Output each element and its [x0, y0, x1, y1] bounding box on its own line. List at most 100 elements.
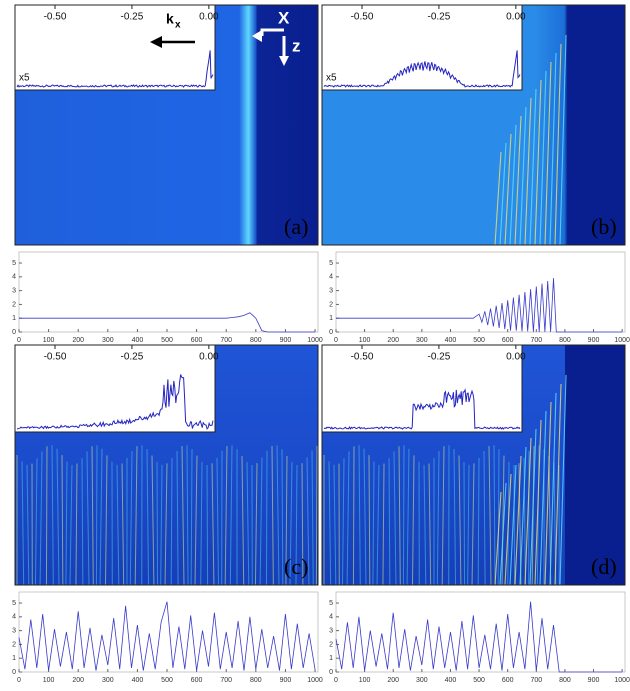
y-tick-label: 5 — [329, 260, 333, 267]
inset-tick-label: 0.00 — [199, 12, 219, 23]
panel-label: (d) — [591, 554, 617, 579]
inset-scale: x5 — [19, 73, 30, 84]
fringe — [403, 445, 404, 585]
inset-tick-label: -0.50 — [44, 352, 67, 363]
y-tick-label: 4 — [329, 614, 333, 621]
x-tick-label: 500 — [473, 677, 485, 684]
x-tick-label: 700 — [530, 337, 542, 344]
x-tick-label: 500 — [161, 337, 173, 344]
fringe — [353, 446, 354, 585]
panel-label: (b) — [591, 214, 617, 239]
plot-frame — [336, 252, 625, 332]
x-tick-label: 700 — [220, 677, 232, 684]
inset-tick-label: -0.25 — [121, 12, 144, 23]
dark-region — [565, 345, 625, 585]
x-tick-label: 800 — [250, 337, 262, 344]
kx-label: k — [166, 11, 174, 27]
x-tick-label: 400 — [445, 337, 457, 344]
x-tick-label: 100 — [359, 337, 371, 344]
inset-tick-label: -0.25 — [428, 352, 451, 363]
fringe — [96, 445, 97, 585]
x-tick-label: 200 — [387, 677, 399, 684]
y-tick-label: 4 — [12, 614, 16, 621]
y-tick-label: 2 — [329, 641, 333, 648]
y-tick-label: 1 — [329, 315, 333, 322]
x-tick-label: 1000 — [307, 337, 323, 344]
x-tick-label: 200 — [387, 337, 399, 344]
x-tick-label: 900 — [588, 677, 600, 684]
x-tick-label: 600 — [502, 337, 514, 344]
x-tick-label: 500 — [473, 337, 485, 344]
y-tick-label: 2 — [12, 301, 16, 308]
x-tick-label: 0 — [334, 677, 338, 684]
inset-tick-label: 0.00 — [199, 352, 219, 363]
inset-tick-label: -0.50 — [351, 352, 374, 363]
y-tick-label: 3 — [329, 287, 333, 294]
y-tick-label: 5 — [12, 600, 16, 607]
y-tick-label: 3 — [12, 627, 16, 634]
x-tick-label: 200 — [72, 677, 84, 684]
panel-label: (a) — [284, 214, 308, 239]
y-tick-label: 1 — [12, 655, 16, 662]
x-tick-label: 800 — [559, 337, 571, 344]
x-tick-label: 300 — [102, 677, 114, 684]
x-tick-label: 600 — [191, 337, 203, 344]
x-tick-label: 0 — [334, 337, 338, 344]
y-tick-label: 4 — [329, 274, 333, 281]
inset-tick-label: 0.00 — [506, 12, 526, 23]
x-tick-label: 600 — [191, 677, 203, 684]
x-tick-label: 900 — [588, 337, 600, 344]
y-tick-label: 1 — [12, 315, 16, 322]
inset-tick-label: -0.25 — [428, 12, 451, 23]
y-tick-label: 4 — [12, 274, 16, 281]
inset-tick-label: -0.25 — [121, 352, 144, 363]
y-tick-label: 0 — [329, 669, 333, 676]
fringe — [266, 451, 267, 585]
x-tick-label: 1000 — [614, 677, 630, 684]
inset-tick-label: -0.50 — [351, 12, 374, 23]
x-tick-label: 300 — [416, 337, 428, 344]
y-tick-label: 3 — [12, 287, 16, 294]
axis-z-label: z — [292, 36, 301, 55]
y-tick-label: 0 — [12, 329, 16, 336]
y-tick-label: 5 — [329, 600, 333, 607]
x-tick-label: 100 — [43, 337, 55, 344]
fringe — [514, 465, 515, 585]
x-tick-label: 100 — [359, 677, 371, 684]
x-tick-label: 600 — [502, 677, 514, 684]
inset-scale: x5 — [326, 73, 337, 84]
y-tick-label: 0 — [329, 329, 333, 336]
x-tick-label: 300 — [102, 337, 114, 344]
fringe — [316, 446, 317, 585]
inset-tick-label: -0.50 — [44, 12, 67, 23]
panel-label: (c) — [284, 554, 308, 579]
fringe — [157, 462, 158, 585]
x-tick-label: 300 — [416, 677, 428, 684]
x-tick-label: 400 — [132, 677, 144, 684]
x-tick-label: 500 — [161, 677, 173, 684]
x-tick-label: 800 — [559, 677, 571, 684]
x-tick-label: 0 — [17, 337, 21, 344]
x-tick-label: 1000 — [307, 677, 323, 684]
x-tick-label: 700 — [220, 337, 232, 344]
kx-subscript: x — [175, 20, 181, 31]
x-tick-label: 0 — [17, 677, 21, 684]
x-tick-label: 100 — [43, 677, 55, 684]
x-tick-label: 400 — [445, 677, 457, 684]
fringe — [46, 446, 47, 585]
y-tick-label: 0 — [12, 669, 16, 676]
y-tick-label: 5 — [12, 260, 16, 267]
y-tick-label: 3 — [329, 627, 333, 634]
y-tick-label: 2 — [12, 641, 16, 648]
y-tick-label: 1 — [329, 655, 333, 662]
fringe — [464, 462, 465, 585]
plot-frame — [19, 252, 318, 332]
x-tick-label: 700 — [530, 677, 542, 684]
y-tick-label: 2 — [329, 301, 333, 308]
x-tick-label: 900 — [280, 337, 292, 344]
x-tick-label: 200 — [72, 337, 84, 344]
x-tick-label: 800 — [250, 677, 262, 684]
inset-tick-label: 0.00 — [506, 352, 526, 363]
